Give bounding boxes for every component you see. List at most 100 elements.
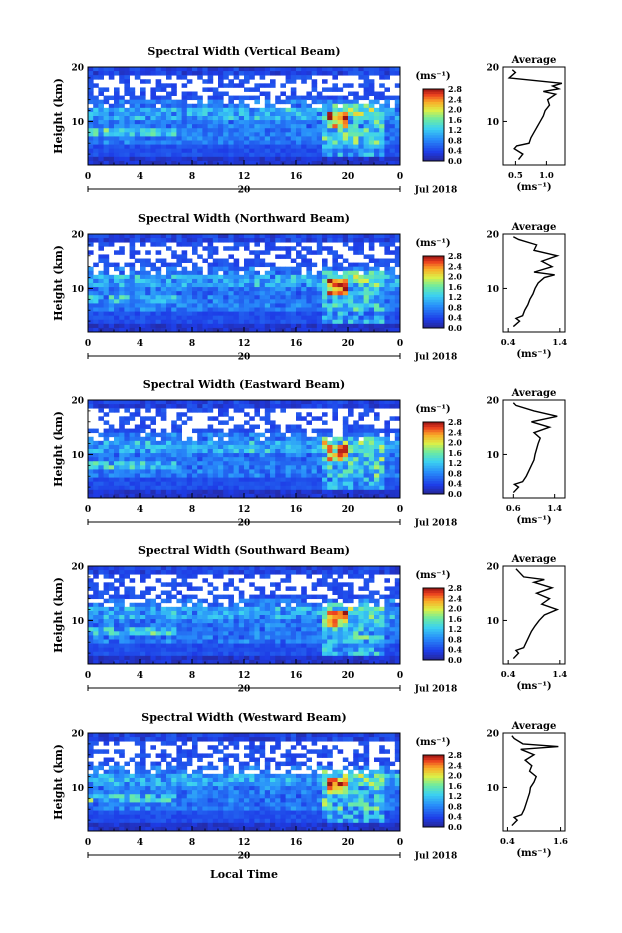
heatmap-cell xyxy=(244,128,250,132)
heatmap-cell xyxy=(348,246,354,250)
heatmap-cell xyxy=(104,412,110,416)
heatmap-cell xyxy=(150,611,156,615)
heatmap-cell xyxy=(322,136,328,140)
heatmap-cell xyxy=(249,465,255,469)
heatmap-cell xyxy=(213,482,219,486)
heatmap-cell xyxy=(176,259,182,263)
heatmap-cell xyxy=(135,71,141,75)
heatmap-cell xyxy=(353,453,359,457)
heatmap-cell xyxy=(353,574,359,578)
heatmap-cell xyxy=(379,291,385,295)
heatmap-cell xyxy=(317,287,323,291)
heatmap-cell xyxy=(234,644,240,648)
heatmap-cell xyxy=(384,108,390,112)
heatmap-cell xyxy=(265,607,271,611)
heatmap-cell xyxy=(202,453,208,457)
heatmap-cell xyxy=(114,104,120,108)
heatmap-cell xyxy=(197,303,203,307)
heatmap-cell xyxy=(145,627,151,631)
heatmap-cell xyxy=(88,437,94,441)
heatmap-cell xyxy=(171,404,177,408)
heatmap-cell xyxy=(88,570,94,574)
heatmap-cell xyxy=(270,449,276,453)
heatmap-cell xyxy=(213,279,219,283)
heatmap-cell xyxy=(306,279,312,283)
heatmap-cell xyxy=(390,449,396,453)
heatmap-cell xyxy=(312,607,318,611)
heatmap-cell xyxy=(156,461,162,465)
heatmap-cell xyxy=(124,320,130,324)
heatmap-cell xyxy=(286,644,292,648)
heatmap-cell xyxy=(275,299,281,303)
heatmap-cell xyxy=(171,83,177,87)
heatmap-cell xyxy=(317,141,323,145)
heatmap-cell xyxy=(358,312,364,316)
heatmap-cell xyxy=(286,586,292,590)
heatmap-cell xyxy=(338,316,344,320)
heatmap-cell xyxy=(176,324,182,328)
heatmap-cell xyxy=(390,623,396,627)
heatmap-cell xyxy=(124,429,130,433)
heatmap-cell xyxy=(218,644,224,648)
heatmap-cell xyxy=(182,400,188,404)
heatmap-cell xyxy=(343,149,349,153)
heatmap-cell xyxy=(130,96,136,100)
heatmap-cell xyxy=(197,271,203,275)
heatmap-cell xyxy=(260,141,266,145)
heatmap-cell xyxy=(327,586,333,590)
heatmap-cell xyxy=(338,623,344,627)
heatmap-cell xyxy=(93,287,99,291)
heatmap-cell xyxy=(197,623,203,627)
y-tick-label: 20 xyxy=(71,231,84,241)
heatmap-cell xyxy=(306,234,312,238)
heatmap-cell xyxy=(171,607,177,611)
heatmap-cell xyxy=(291,400,297,404)
heatmap-cell xyxy=(358,316,364,320)
heatmap-cell xyxy=(249,312,255,316)
heatmap-cell xyxy=(130,465,136,469)
heatmap-cell xyxy=(379,490,385,494)
heatmap-cell xyxy=(280,100,286,104)
heatmap-cell xyxy=(244,71,250,75)
heatmap-cell xyxy=(202,308,208,312)
heatmap-cell xyxy=(176,582,182,586)
x-tick-label: 16 xyxy=(290,172,303,182)
heatmap-cell xyxy=(286,570,292,574)
heatmap-cell xyxy=(312,469,318,473)
heatmap-cell xyxy=(161,96,167,100)
heatmap-cell xyxy=(88,303,94,307)
heatmap-cell xyxy=(280,324,286,328)
colorbar-tick-label: 1.2 xyxy=(448,125,462,135)
heatmap-cell xyxy=(291,92,297,96)
heatmap-cell xyxy=(140,67,146,71)
heatmap-cell xyxy=(275,324,281,328)
heatmap-cell xyxy=(286,566,292,570)
heatmap-cell xyxy=(213,259,219,263)
heatmap-cell xyxy=(218,595,224,599)
heatmap-cell xyxy=(202,644,208,648)
heatmap-cell xyxy=(364,490,370,494)
heatmap-cell xyxy=(161,234,167,238)
average-x-tick-label: 1.4 xyxy=(547,504,562,514)
heatmap-cell xyxy=(301,263,307,267)
heatmap-cell xyxy=(358,234,364,238)
heatmap-cell xyxy=(208,246,214,250)
heatmap-cell xyxy=(317,242,323,246)
heatmap-cell xyxy=(343,104,349,108)
heatmap-cell xyxy=(213,92,219,96)
heatmap-cell xyxy=(260,627,266,631)
heatmap-cell xyxy=(348,615,354,619)
heatmap-cell xyxy=(156,623,162,627)
heatmap-cell xyxy=(114,461,120,465)
heatmap-cell xyxy=(208,611,214,615)
heatmap-cell xyxy=(161,316,167,320)
colorbar-segment xyxy=(423,450,444,453)
heatmap-cell xyxy=(98,259,104,263)
heatmap-cell xyxy=(353,566,359,570)
heatmap-cell xyxy=(208,250,214,254)
heatmap-cell xyxy=(171,254,177,258)
heatmap-cell xyxy=(369,465,375,469)
heatmap-cell xyxy=(208,490,214,494)
heatmap-cell xyxy=(202,283,208,287)
heatmap-cell xyxy=(369,141,375,145)
